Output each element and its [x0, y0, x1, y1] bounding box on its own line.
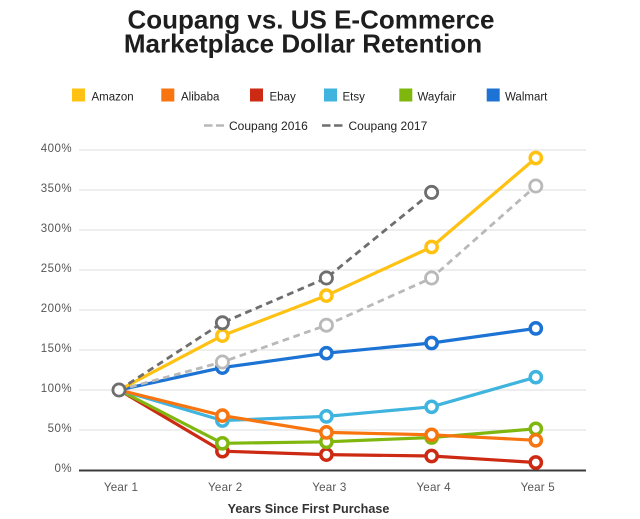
- svg-text:Year 1: Year 1: [104, 481, 138, 494]
- svg-text:Year 2: Year 2: [208, 481, 242, 494]
- svg-text:Years Since First Purchase: Years Since First Purchase: [228, 502, 390, 516]
- svg-text:Amazon: Amazon: [92, 91, 134, 103]
- svg-text:Marketplace Dollar Retention: Marketplace Dollar Retention: [124, 29, 482, 59]
- svg-text:Alibaba: Alibaba: [181, 91, 220, 103]
- svg-text:200%: 200%: [41, 303, 72, 315]
- svg-text:Ebay: Ebay: [270, 91, 296, 103]
- svg-text:Coupang 2017: Coupang 2017: [349, 119, 428, 133]
- svg-text:150%: 150%: [41, 343, 72, 355]
- svg-text:300%: 300%: [41, 223, 72, 235]
- svg-text:50%: 50%: [48, 423, 72, 435]
- svg-text:Year 3: Year 3: [312, 481, 346, 494]
- svg-text:400%: 400%: [41, 143, 72, 155]
- svg-text:Coupang 2016: Coupang 2016: [229, 119, 308, 133]
- svg-text:Walmart: Walmart: [505, 91, 548, 103]
- svg-text:350%: 350%: [41, 183, 72, 195]
- svg-text:Year 4: Year 4: [416, 481, 451, 494]
- svg-text:Coupang vs. US E-Commerce: Coupang vs. US E-Commerce: [128, 5, 495, 35]
- svg-text:Year 5: Year 5: [521, 481, 555, 494]
- svg-text:250%: 250%: [41, 263, 72, 275]
- svg-text:100%: 100%: [41, 383, 72, 395]
- svg-text:0%: 0%: [54, 463, 72, 475]
- svg-text:Etsy: Etsy: [343, 91, 366, 103]
- svg-text:Wayfair: Wayfair: [418, 91, 457, 103]
